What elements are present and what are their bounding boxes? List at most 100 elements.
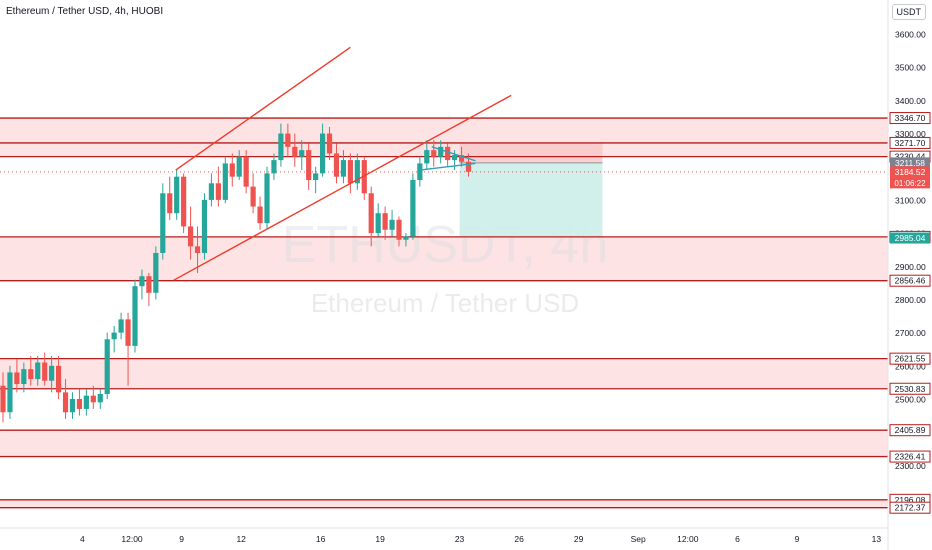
candle-body-59 xyxy=(410,179,416,237)
zone-3 xyxy=(0,430,888,457)
candle-body-35 xyxy=(243,156,249,187)
x-tick-9: Sep xyxy=(631,534,646,544)
short-position-tool[interactable] xyxy=(459,142,603,237)
countdown-label: 01:06:22 xyxy=(894,179,926,188)
candle-body-54 xyxy=(375,213,381,234)
y-tick-2800: 2800.00 xyxy=(895,295,926,305)
candle-body-11 xyxy=(76,398,83,409)
candle-body-4 xyxy=(28,369,34,380)
candle-body-13 xyxy=(90,395,96,403)
candle-body-0 xyxy=(0,385,6,413)
candle-body-67 xyxy=(465,161,472,172)
candle-body-43 xyxy=(299,150,305,157)
price-tag-2856.46: 2856.46 xyxy=(895,276,926,286)
candle-body-42 xyxy=(292,146,298,157)
price-tag-3211.58: 3211.58 xyxy=(895,158,925,168)
zone-1 xyxy=(0,236,888,281)
price-tag-box-2621.55 xyxy=(889,352,931,365)
price-tag-2405.89: 2405.89 xyxy=(895,425,926,435)
candle-body-60 xyxy=(417,163,423,180)
pattern-line-1 xyxy=(419,162,476,171)
candle-body-41 xyxy=(285,133,291,147)
candle-body-56 xyxy=(389,219,395,230)
candle-body-57 xyxy=(396,219,402,240)
price-tag-box-2985.04 xyxy=(890,232,930,244)
price-tag-2621.55: 2621.55 xyxy=(895,354,926,364)
zone-4 xyxy=(0,499,888,508)
candle-body-16 xyxy=(111,332,117,340)
candle-body-20 xyxy=(139,276,145,287)
candle-body-66 xyxy=(458,155,465,162)
y-tick-3400: 3400.00 xyxy=(895,96,926,106)
trend-drawings[interactable] xyxy=(173,46,512,281)
x-tick-13: 13 xyxy=(872,534,882,544)
candle-body-17 xyxy=(118,319,124,333)
price-tag-box-3184.52 xyxy=(890,166,930,189)
y-tick-2700: 2700.00 xyxy=(895,328,926,338)
candle-body-14 xyxy=(97,394,103,403)
x-tick-8: 29 xyxy=(574,534,584,544)
candle-body-21 xyxy=(146,276,152,293)
candle-body-31 xyxy=(215,183,221,200)
candle-body-23 xyxy=(160,193,166,253)
candle-body-10 xyxy=(69,398,76,413)
price-tag-box-3211.58 xyxy=(890,157,930,169)
candle-body-1 xyxy=(7,372,13,413)
x-tick-10: 12:00 xyxy=(677,534,699,544)
time-axis[interactable]: 4 12:00 9 12 16 19 23 26 29 Sep 12:00 6 9 13 xyxy=(80,534,881,544)
price-tag-box-3346.70 xyxy=(889,112,931,125)
candle-body-55 xyxy=(382,213,388,230)
candle-body-50 xyxy=(347,160,353,184)
candle-body-30 xyxy=(208,183,215,200)
y-tick-2300: 2300.00 xyxy=(895,461,926,471)
candle-body-12 xyxy=(83,395,89,409)
price-tag-box-2530.83 xyxy=(889,382,931,395)
candle-body-40 xyxy=(278,133,284,161)
candle-body-8 xyxy=(55,365,62,393)
channel-line-0 xyxy=(175,46,351,171)
y-tick-3100: 3100.00 xyxy=(895,195,926,205)
candle-body-22 xyxy=(153,252,159,293)
candle-body-47 xyxy=(326,133,333,154)
candle-body-58 xyxy=(403,236,409,240)
x-tick-5: 19 xyxy=(375,534,385,544)
y-tick-2900: 2900.00 xyxy=(895,262,926,272)
candle-body-19 xyxy=(132,286,138,346)
candle-body-44 xyxy=(306,150,312,180)
candle-body-65 xyxy=(451,155,458,161)
candle-body-2 xyxy=(14,372,20,385)
candle-body-27 xyxy=(187,226,194,247)
support-resistance-zones xyxy=(0,118,888,508)
candle-body-26 xyxy=(181,176,187,227)
x-tick-3: 12 xyxy=(236,534,246,544)
x-tick-4: 16 xyxy=(316,534,326,544)
stop-loss-area xyxy=(459,142,603,163)
candle-body-3 xyxy=(21,369,27,385)
currency-badge[interactable]: USDT xyxy=(891,4,926,20)
x-tick-11: 6 xyxy=(735,534,740,544)
channel-line-1 xyxy=(173,94,512,281)
candle-body-9 xyxy=(62,392,69,413)
candle-body-62 xyxy=(431,150,437,157)
candle-body-18 xyxy=(125,319,131,346)
candle-body-7 xyxy=(49,365,55,381)
price-tag-3346.70: 3346.70 xyxy=(895,113,926,123)
candle-body-53 xyxy=(368,193,374,234)
chart-title: Ethereum / Tether USD, 4h, HUOBI xyxy=(6,6,164,17)
price-tag-3271.70: 3271.70 xyxy=(895,138,926,148)
candle-body-32 xyxy=(222,163,228,200)
x-tick-1: 12:00 xyxy=(121,534,143,544)
y-tick-2600: 2600.00 xyxy=(895,361,926,371)
candle-body-24 xyxy=(167,193,173,214)
price-tag-box-2172.37 xyxy=(889,501,931,514)
candle-body-61 xyxy=(424,150,430,164)
price-tag-2196.08: 2196.08 xyxy=(895,495,926,505)
candle-body-48 xyxy=(333,153,340,177)
candle-body-25 xyxy=(174,176,180,214)
y-tick-3600: 3600.00 xyxy=(895,30,926,40)
y-tick-3500: 3500.00 xyxy=(895,63,926,73)
candle-body-49 xyxy=(340,160,347,177)
price-tag-2530.83: 2530.83 xyxy=(895,384,926,394)
price-tag-2985.04: 2985.04 xyxy=(895,233,926,243)
